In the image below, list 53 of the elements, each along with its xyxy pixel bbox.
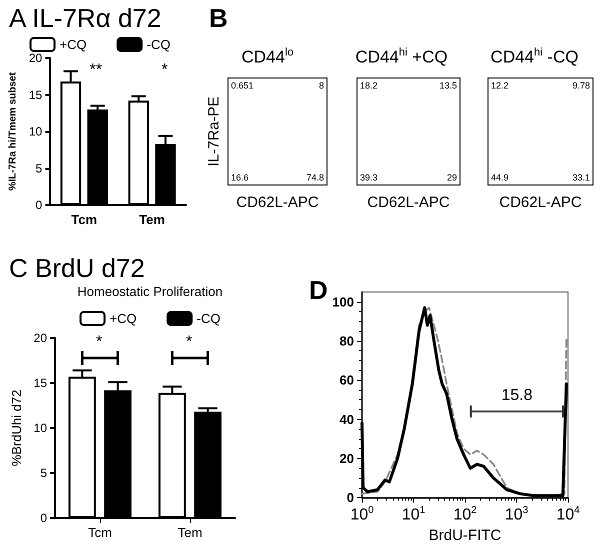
x-tick-label: Tem — [139, 212, 165, 227]
y-tick-label: 80 — [340, 333, 354, 348]
y-tick-label: 20 — [340, 450, 354, 466]
chart-title: A IL-7Rα d72 — [9, 3, 162, 33]
chart-subtitle: Homeostatic Proliferation — [77, 284, 223, 299]
text: 0.651 — [231, 80, 254, 90]
y-tick-label: 5 — [40, 466, 48, 480]
text: B — [209, 3, 228, 33]
y-tick-label: 0 — [40, 511, 48, 525]
text: 9.78 — [572, 80, 590, 90]
x-axis-title: BrdU-FITC — [428, 527, 502, 544]
text: 16.6 — [231, 172, 249, 182]
annotation: ** — [90, 62, 102, 78]
text: 12.2 — [491, 80, 509, 90]
text: CD62L-APC — [236, 194, 319, 211]
x-tick-label: Tcm — [71, 212, 98, 227]
annotation: 15.8 — [501, 386, 533, 404]
text: 29 — [446, 172, 457, 182]
y-tick-label: 40 — [340, 412, 354, 427]
legend-label: -CQ — [196, 311, 220, 326]
text: CD62L-APC — [367, 194, 450, 211]
legend-label: -CQ — [146, 37, 170, 52]
text: 18.2 — [360, 80, 378, 90]
y-tick-label: 20 — [34, 331, 48, 345]
y-tick-label: 15 — [34, 376, 48, 390]
legend-label: +CQ — [60, 37, 87, 52]
y-tick-label: 5 — [36, 161, 43, 176]
chart-title: D — [309, 275, 328, 305]
y-tick-label: 60 — [340, 372, 354, 388]
annotation: * — [186, 334, 192, 350]
y-tick-label: 10 — [28, 124, 43, 138]
text: 74.8 — [306, 172, 324, 182]
y-tick-label: 0 — [346, 490, 354, 506]
text: 39.3 — [360, 172, 378, 182]
legend-label: +CQ — [110, 311, 137, 326]
y-tick-label: 100 — [332, 294, 354, 310]
text: 8 — [318, 80, 324, 90]
x-tick-label: Tcm — [88, 525, 112, 540]
x-tick-label: Tem — [178, 525, 202, 540]
text: 13.5 — [439, 80, 457, 90]
y-axis-title: %BrdUhi d72 — [8, 390, 24, 466]
text: CD62L-APC — [499, 194, 582, 211]
text: 33.1 — [572, 172, 590, 182]
annotation: * — [161, 62, 168, 78]
text: 44.9 — [491, 172, 509, 182]
y-tick-label: 0 — [36, 198, 43, 212]
annotation: * — [96, 334, 102, 350]
chart-title: C BrdU d72 — [9, 253, 145, 283]
text: IL-7Ra-PE — [206, 96, 222, 167]
y-tick-label: 15 — [28, 88, 43, 102]
y-axis-title: %IL-7Ra hi/Tmem subset — [8, 72, 18, 191]
y-tick-label: 20 — [28, 51, 43, 65]
y-tick-label: 10 — [34, 421, 48, 435]
